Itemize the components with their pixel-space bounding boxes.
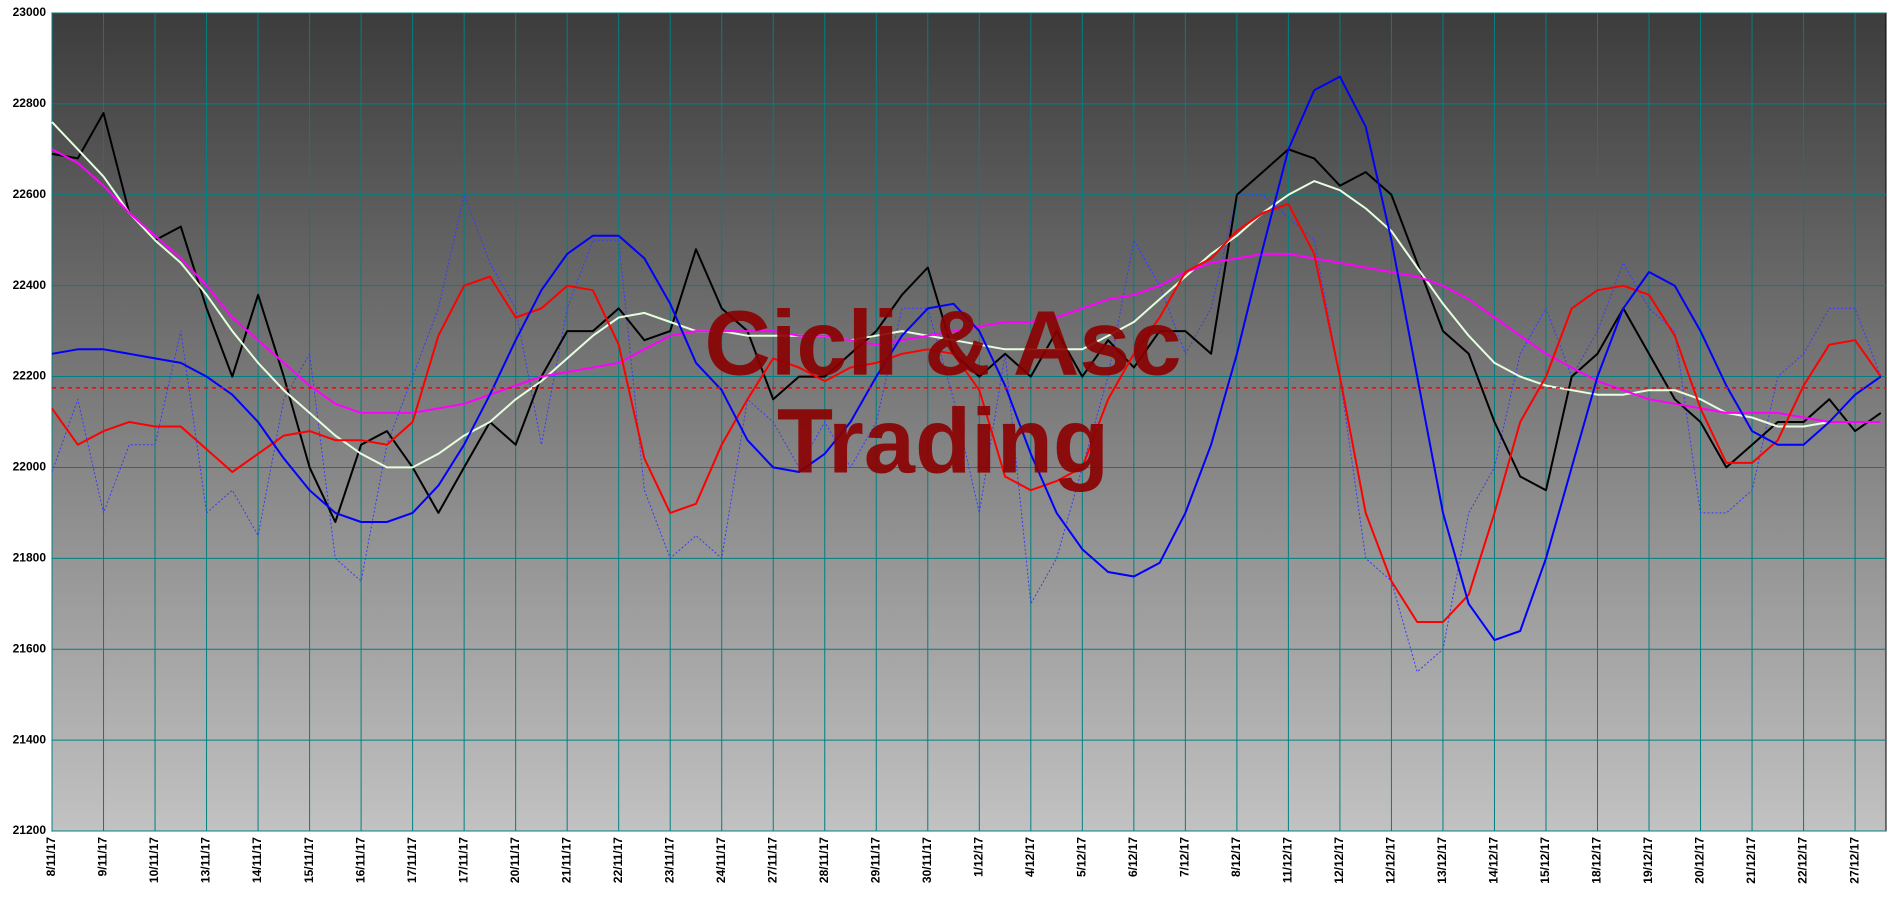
x-tick-label: 15/12/17 <box>1538 837 1552 884</box>
x-tick-label: 27/12/17 <box>1847 837 1861 884</box>
x-tick-label: 29/11/17 <box>868 837 882 883</box>
x-tick-label: 13/11/17 <box>199 837 213 883</box>
x-tick-label: 18/12/17 <box>1590 837 1604 884</box>
watermark: Trading <box>777 390 1109 492</box>
x-tick-label: 10/11/17 <box>147 837 161 883</box>
x-tick-label: 23/11/17 <box>662 837 676 883</box>
x-tick-label: 4/12/17 <box>1023 837 1037 877</box>
y-tick-label: 22800 <box>13 96 47 110</box>
x-tick-label: 5/12/17 <box>1075 837 1089 877</box>
x-tick-label: 17/11/17 <box>456 837 470 883</box>
x-tick-label: 21/11/17 <box>559 837 573 883</box>
x-tick-label: 1/12/17 <box>971 837 985 877</box>
y-tick-label: 21600 <box>13 641 47 655</box>
x-tick-label: 11/12/17 <box>1281 837 1295 883</box>
x-tick-label: 6/12/17 <box>1126 837 1140 877</box>
x-tick-label: 24/11/17 <box>714 837 728 883</box>
x-tick-label: 8/11/17 <box>44 837 58 877</box>
y-tick-label: 22400 <box>13 278 47 292</box>
y-tick-label: 22000 <box>13 460 47 474</box>
y-tick-label: 21400 <box>13 732 47 746</box>
x-tick-label: 22/11/17 <box>611 837 625 883</box>
x-tick-label: 28/11/17 <box>817 837 831 883</box>
x-tick-label: 14/12/17 <box>1487 837 1501 884</box>
watermark: Cicli & Asc <box>704 292 1181 394</box>
x-tick-label: 12/12/17 <box>1332 837 1346 884</box>
plot-area <box>51 12 1887 832</box>
series-line <box>51 202 1882 623</box>
y-tick-label: 22200 <box>13 369 47 383</box>
x-tick-label: 8/12/17 <box>1229 837 1243 877</box>
series-line <box>51 112 1882 523</box>
x-tick-label: 20/12/17 <box>1693 837 1707 884</box>
x-tick-label: 21/12/17 <box>1744 837 1758 884</box>
series-line <box>51 121 1881 469</box>
x-tick-label: 9/11/17 <box>96 837 110 877</box>
x-tick-label: 7/12/17 <box>1178 837 1192 877</box>
y-tick-label: 21800 <box>13 551 47 565</box>
y-tick-label: 22600 <box>13 187 47 201</box>
plot-layer <box>51 12 1886 832</box>
x-tick-label: 14/11/17 <box>250 837 264 883</box>
x-tick-label: 20/11/17 <box>508 837 522 883</box>
y-tick-label: 21200 <box>13 823 47 837</box>
x-tick-label: 16/11/17 <box>353 837 367 883</box>
x-tick-label: 22/12/17 <box>1796 837 1810 884</box>
x-tick-label: 19/12/17 <box>1641 837 1655 884</box>
series-line <box>51 75 1882 642</box>
x-tick-label: 15/11/17 <box>302 837 316 883</box>
x-tick-label: 12/12/17 <box>1384 837 1398 884</box>
x-tick-label: 17/11/17 <box>405 837 419 883</box>
series-line <box>51 194 1882 673</box>
y-tick-label: 23000 <box>13 5 47 19</box>
x-tick-label: 27/11/17 <box>765 837 779 883</box>
series-line <box>51 148 1881 423</box>
x-tick-label: 30/11/17 <box>920 837 934 883</box>
x-tick-label: 13/12/17 <box>1435 837 1449 884</box>
